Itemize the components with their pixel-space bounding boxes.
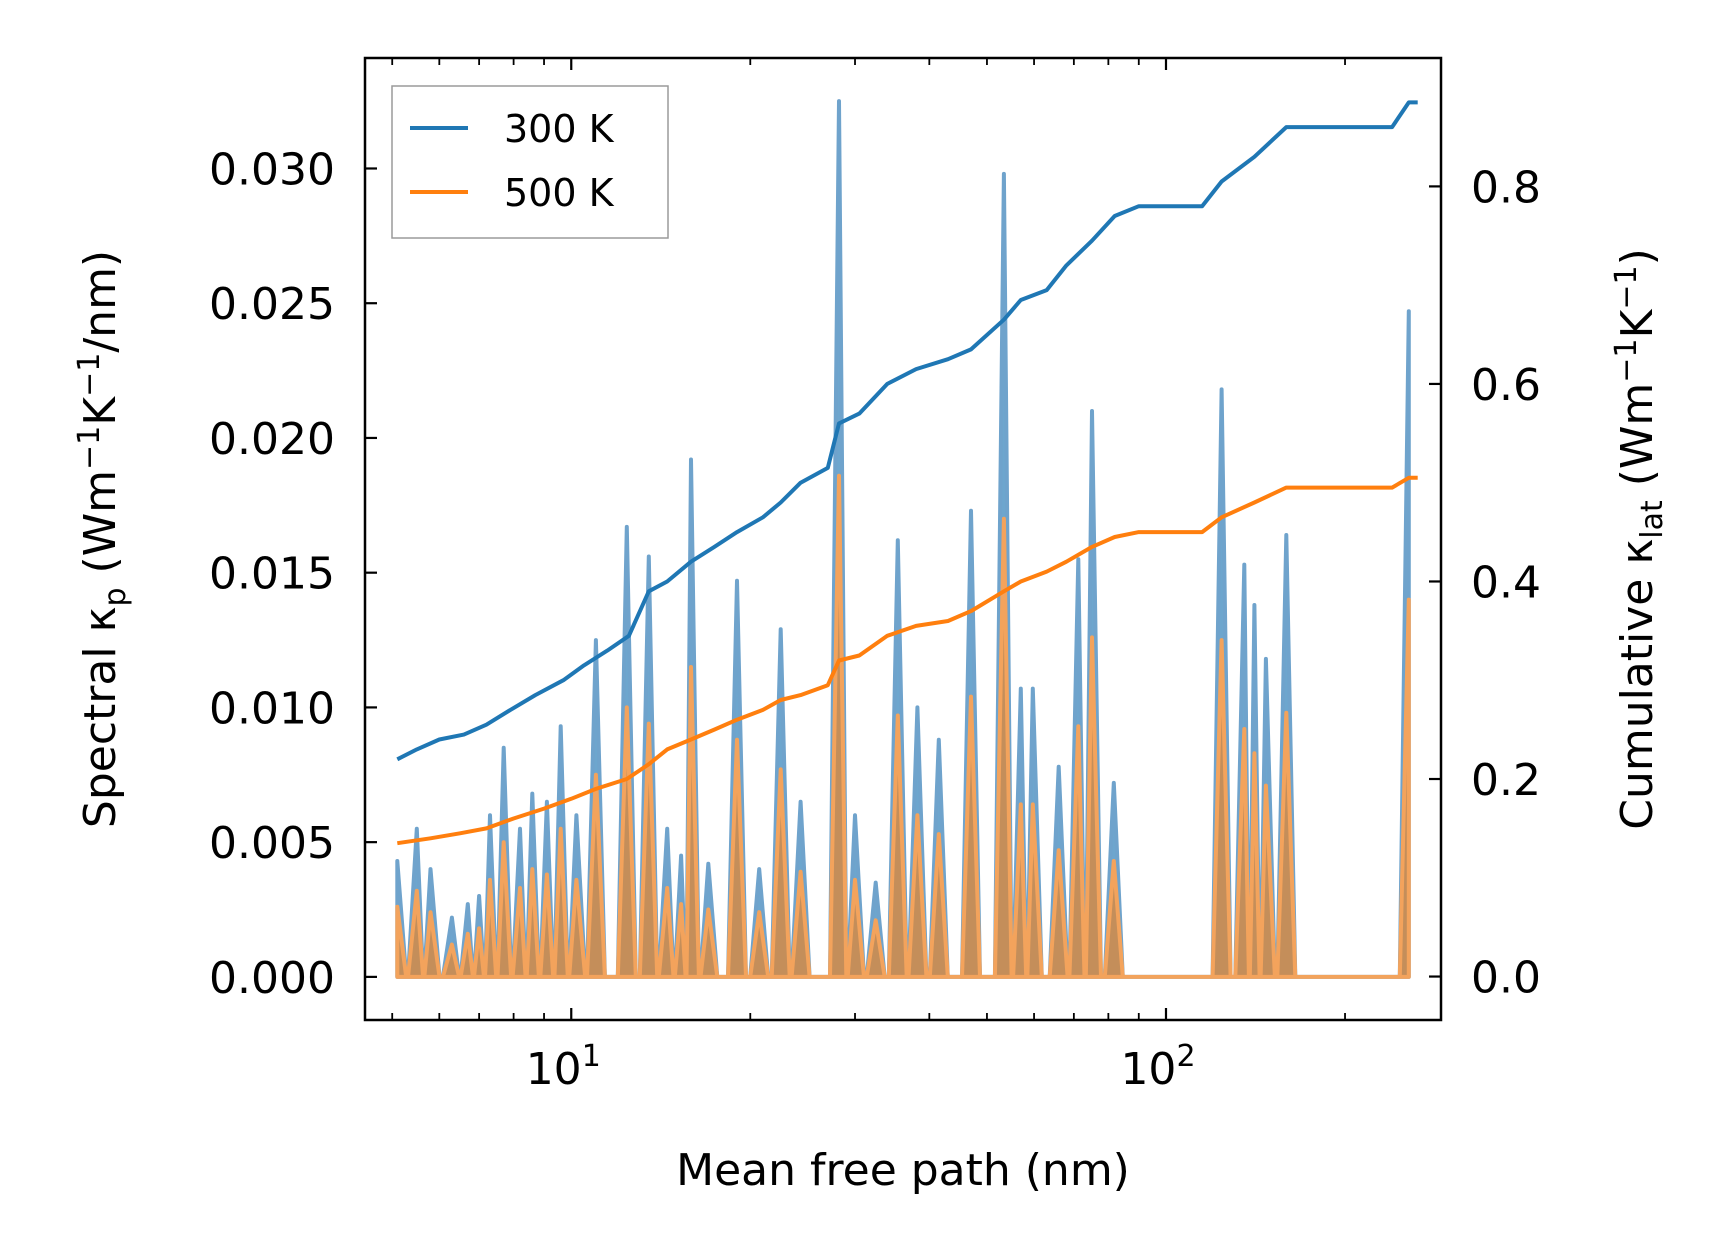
legend-box (391, 85, 669, 239)
y-axis-left-title: Spectral κp (Wm−1K−1/nm) (72, 250, 133, 828)
x-tick-label: 101 (526, 1039, 601, 1095)
y-right-tick-label: 0.6 (1471, 360, 1541, 411)
cumulative-line-300k (396, 100, 1418, 762)
legend-label-300k: 300 K (504, 107, 615, 151)
y-left-tick-label: 0.025 (209, 279, 335, 330)
spectral-layer (395, 99, 1411, 979)
legend-label-500k: 500 K (504, 171, 615, 215)
plot-frame (363, 56, 1443, 1022)
y-left-tick-label: 0.020 (209, 414, 335, 465)
y-left-tick-label: 0.005 (209, 818, 335, 869)
y-left-tick-label: 0.010 (209, 683, 335, 734)
y-left-tick-label: 0.015 (209, 549, 335, 600)
ticks-layer: 101 1020.0000.0050.0100.0150.0200.0250.03… (209, 58, 1541, 1095)
cumulative-line-500k (397, 475, 1418, 846)
spectral-outline-500k (395, 473, 1411, 979)
y-axis-right-title: Cumulative κlat (Wm−1K−1) (1609, 248, 1670, 830)
y-left-tick-label: 0.030 (209, 144, 335, 195)
y-right-tick-label: 0.8 (1471, 162, 1541, 213)
y-right-tick-label: 0.2 (1471, 755, 1541, 806)
y-right-tick-label: 0.4 (1471, 557, 1541, 608)
y-left-tick-label: 0.000 (209, 953, 335, 1004)
legend: 300 K 500 K (391, 85, 669, 239)
x-axis-title: Mean free path (nm) (676, 1145, 1130, 1196)
spectral-area-500k (397, 475, 1409, 977)
x-tick-label: 102 (1120, 1039, 1195, 1095)
y-right-tick-label: 0.0 (1471, 953, 1541, 1004)
cumulative-layer (396, 100, 1418, 846)
